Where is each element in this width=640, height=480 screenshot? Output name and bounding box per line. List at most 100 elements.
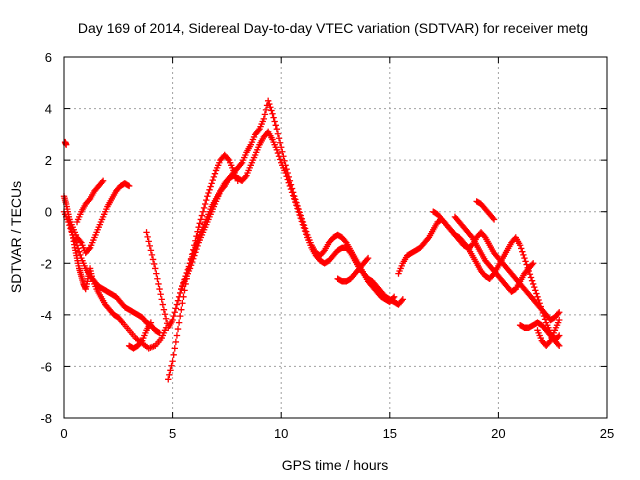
data-point (168, 362, 175, 369)
data-point (167, 367, 174, 374)
y-tick-label: -8 (40, 411, 52, 426)
data-point (274, 130, 282, 137)
axis-ticks: 0 5 10 15 20 25 -8 -6 -4 -2 0 2 4 6 (40, 50, 614, 441)
data-point (205, 189, 212, 197)
data-point (275, 153, 283, 160)
data-point (363, 256, 371, 263)
plot-frame (63, 56, 608, 419)
data-point (516, 242, 524, 249)
data-point (211, 170, 219, 177)
data-point (522, 258, 529, 265)
x-tick-label: 20 (491, 426, 505, 441)
x-tick-label: 5 (169, 426, 176, 441)
data-point (276, 139, 284, 146)
data-point (191, 252, 198, 259)
data-point (299, 221, 307, 228)
data-point (262, 106, 270, 114)
data-point (274, 149, 282, 157)
data-point (98, 178, 106, 186)
data-point (399, 296, 407, 303)
data-point (527, 274, 535, 281)
data-point (273, 126, 281, 133)
data-point (177, 312, 184, 320)
data-point (541, 316, 549, 323)
data-point (279, 148, 286, 155)
data-point (194, 242, 201, 250)
data-point (155, 280, 162, 288)
data-point (292, 198, 299, 206)
data-point (398, 297, 405, 304)
data-point (283, 173, 290, 180)
series-track-2 (60, 208, 163, 337)
data-point (519, 248, 526, 255)
data-point (490, 216, 498, 223)
data-points (60, 97, 563, 383)
data-point (273, 146, 281, 154)
data-point (255, 127, 262, 134)
series-track-14 (473, 198, 498, 223)
data-point (529, 280, 537, 288)
data-point (192, 249, 199, 256)
data-point (169, 358, 176, 365)
data-point (179, 300, 186, 307)
data-point (148, 251, 156, 259)
data-point (556, 332, 563, 339)
data-point (526, 271, 534, 278)
data-point (554, 333, 562, 340)
data-point (170, 312, 177, 320)
data-point (200, 204, 208, 212)
data-point (268, 107, 275, 114)
data-point (278, 144, 285, 151)
data-point (267, 104, 274, 111)
data-point (193, 245, 200, 253)
data-point (207, 183, 214, 190)
data-point (285, 179, 293, 186)
data-point (159, 301, 167, 308)
data-point (270, 114, 277, 121)
data-point (518, 245, 525, 252)
data-point (291, 195, 298, 203)
series-track-9 (178, 128, 407, 308)
y-tick-label: -4 (40, 308, 52, 323)
data-point (224, 155, 232, 163)
data-point (77, 251, 84, 259)
data-point (143, 229, 150, 236)
data-point (301, 227, 309, 235)
data-point (481, 233, 488, 240)
data-point (125, 182, 133, 190)
data-point (156, 329, 163, 337)
data-point (556, 309, 563, 316)
data-point (346, 248, 353, 255)
data-point (74, 245, 82, 252)
data-point (264, 97, 272, 105)
series-track-8 (165, 151, 241, 383)
data-point (532, 287, 539, 294)
series-track-4 (73, 177, 107, 226)
data-point (174, 297, 182, 304)
data-point (187, 262, 195, 269)
y-tick-label: 0 (45, 205, 52, 220)
data-point (556, 342, 563, 349)
data-point (534, 293, 541, 301)
data-point (206, 186, 213, 193)
data-point (275, 135, 283, 142)
data-point (199, 208, 207, 215)
data-point (76, 248, 83, 255)
data-point (293, 202, 300, 209)
data-point (276, 156, 284, 163)
x-axis-label: GPS time / hours (282, 457, 389, 473)
data-point (302, 231, 310, 238)
x-tick-label: 15 (383, 426, 397, 441)
data-point (208, 180, 215, 187)
series-track-6 (125, 319, 155, 352)
data-point (173, 332, 181, 339)
data-point (468, 233, 475, 240)
data-point (203, 196, 210, 204)
data-point (147, 247, 155, 254)
data-point (175, 319, 183, 326)
data-point (266, 100, 273, 108)
data-point (137, 338, 145, 346)
data-point (537, 303, 544, 310)
data-point (144, 233, 151, 241)
data-point (194, 228, 201, 235)
